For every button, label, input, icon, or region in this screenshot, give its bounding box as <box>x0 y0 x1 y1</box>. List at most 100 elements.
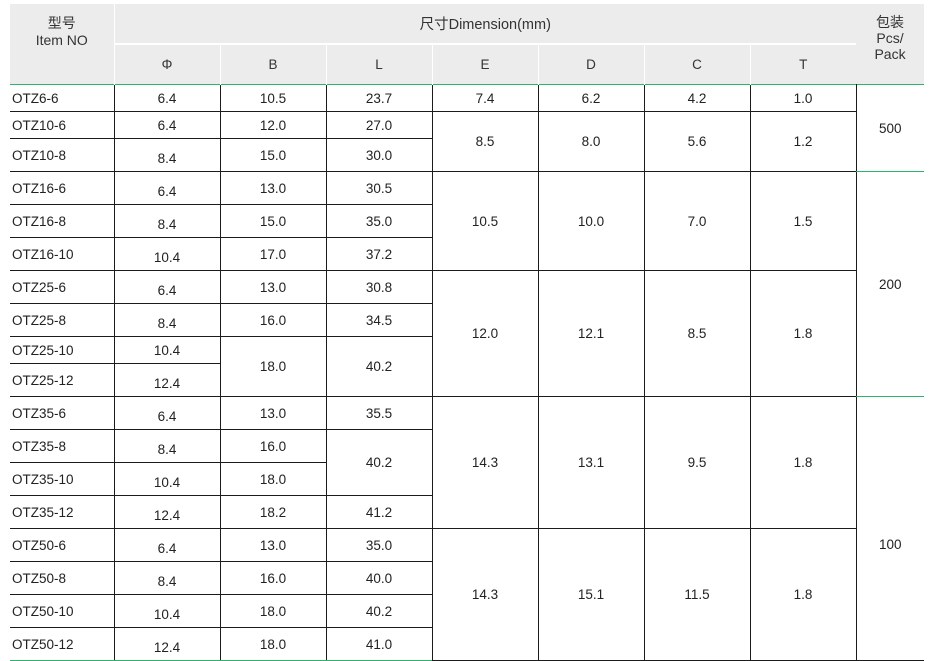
t-cell: 1.0 <box>750 84 857 112</box>
item-no-cell: OTZ25-6 <box>10 270 115 304</box>
item-no-cell: OTZ50-8 <box>10 561 115 595</box>
d-cell: 12.1 <box>538 270 645 397</box>
item-no-cell: OTZ50-10 <box>10 594 115 628</box>
pack-cell-100: 100 <box>856 429 925 661</box>
phi-cell: 6.4 <box>114 171 221 205</box>
e-cell: 14.3 <box>432 528 539 661</box>
table-row: OTZ35-10 10.4 18.0 <box>10 462 924 496</box>
l-cell: 30.0 <box>326 138 433 172</box>
l-cell: 34.5 <box>326 303 433 337</box>
item-no-header-cn: 型号 <box>47 15 76 31</box>
pack-header-en-2: Pack <box>874 46 906 62</box>
table-row: OTZ25-8 8.4 16.0 34.5 <box>10 303 924 337</box>
b-cell: 16.0 <box>220 561 327 595</box>
c-cell: 9.5 <box>644 396 751 529</box>
item-no-header-en: Item NO <box>35 32 88 48</box>
b-cell: 18.0 <box>220 627 327 661</box>
b-cell: 18.2 <box>220 495 327 529</box>
item-no-cell: OTZ35-8 <box>10 429 115 463</box>
t-cell: 1.8 <box>750 396 857 529</box>
l-cell: 41.2 <box>326 495 433 529</box>
c-cell: 11.5 <box>644 528 751 661</box>
e-cell: 10.5 <box>432 171 539 271</box>
item-no-cell: OTZ10-6 <box>10 111 115 139</box>
l-cell: 35.5 <box>326 396 433 430</box>
item-no-header: 型号 Item NO <box>10 4 115 85</box>
l-cell: 30.8 <box>326 270 433 304</box>
d-cell: 10.0 <box>538 171 645 271</box>
phi-cell: 10.4 <box>114 336 221 364</box>
b-cell: 18.0 <box>220 594 327 628</box>
phi-cell: 8.4 <box>114 138 221 172</box>
pack-cell-500: 500 <box>856 84 925 172</box>
b-cell: 15.0 <box>220 204 327 238</box>
phi-cell: 10.4 <box>114 462 221 496</box>
phi-cell: 6.4 <box>114 528 221 562</box>
col-header-d: D <box>538 44 645 85</box>
item-no-cell: OTZ35-10 <box>10 462 115 496</box>
l-cell: 40.2 <box>326 336 433 397</box>
l-cell: 27.0 <box>326 111 433 139</box>
l-cell: 40.2 <box>326 594 433 628</box>
b-cell: 15.0 <box>220 138 327 172</box>
b-cell: 13.0 <box>220 396 327 430</box>
e-cell: 12.0 <box>432 270 539 397</box>
b-cell: 13.0 <box>220 171 327 205</box>
phi-cell: 6.4 <box>114 270 221 304</box>
item-no-cell: OTZ25-10 <box>10 336 115 364</box>
l-cell: 35.0 <box>326 528 433 562</box>
c-cell: 4.2 <box>644 84 751 112</box>
t-cell: 1.5 <box>750 171 857 271</box>
c-cell: 8.5 <box>644 270 751 397</box>
l-cell: 23.7 <box>326 84 433 112</box>
l-cell: 41.0 <box>326 627 433 661</box>
col-header-t: T <box>750 44 857 85</box>
item-no-cell: OTZ10-8 <box>10 138 115 172</box>
b-cell: 12.0 <box>220 111 327 139</box>
b-cell: 18.0 <box>220 462 327 496</box>
otz-terminal-spec-table: 型号 Item NO 尺寸Dimension(mm) 包装 Pcs/ Pack … <box>10 4 925 661</box>
phi-cell: 12.4 <box>114 363 221 397</box>
b-cell: 17.0 <box>220 237 327 271</box>
table-row: OTZ16-6 6.4 13.0 30.5 10.5 10.0 7.0 1.5 … <box>10 171 925 397</box>
col-header-l: L <box>326 44 433 85</box>
b-cell: 16.0 <box>220 429 327 463</box>
l-cell: 37.2 <box>326 237 433 271</box>
item-no-cell: OTZ25-12 <box>10 363 115 397</box>
phi-cell: 6.4 <box>114 396 221 430</box>
dimension-header: 尺寸Dimension(mm) <box>114 4 857 45</box>
e-cell: 7.4 <box>432 84 539 112</box>
phi-cell: 8.4 <box>114 303 221 337</box>
b-cell: 18.0 <box>220 336 327 397</box>
t-cell: 1.8 <box>750 528 857 661</box>
item-no-cell: OTZ50-12 <box>10 627 115 661</box>
item-no-cell: OTZ16-8 <box>10 204 115 238</box>
d-cell: 6.2 <box>538 84 645 112</box>
table-row: OTZ35-6 6.4 13.0 35.5 14.3 13.1 9.5 1.8 <box>10 396 924 529</box>
phi-cell: 8.4 <box>114 429 221 463</box>
item-no-cell: OTZ35-12 <box>10 495 115 529</box>
phi-cell: 6.4 <box>114 111 221 139</box>
phi-cell: 10.4 <box>114 237 221 271</box>
table-row: OTZ25-12 12.4 <box>10 363 924 397</box>
item-no-cell: OTZ16-10 <box>10 237 115 271</box>
item-no-cell: OTZ16-6 <box>10 171 115 205</box>
l-cell: 40.2 <box>326 429 433 496</box>
pack-header-cn: 包装 <box>876 14 905 30</box>
table-row: OTZ16-10 10.4 17.0 37.2 <box>10 237 924 271</box>
d-cell: 13.1 <box>538 396 645 529</box>
item-no-cell: OTZ25-8 <box>10 303 115 337</box>
table-row: OTZ25-10 10.4 18.0 40.2 <box>10 336 924 397</box>
phi-cell: 8.4 <box>114 561 221 595</box>
d-cell: 15.1 <box>538 528 645 661</box>
c-cell: 5.6 <box>644 111 751 172</box>
spec-table-container: 型号 Item NO 尺寸Dimension(mm) 包装 Pcs/ Pack … <box>10 4 925 661</box>
e-cell: 14.3 <box>432 396 539 529</box>
phi-cell: 6.4 <box>114 84 221 112</box>
pack-cell-200: 200 <box>856 171 925 397</box>
table-row: OTZ6-6 6.4 10.5 23.7 7.4 6.2 4.2 1.0 500 <box>10 84 925 172</box>
item-no-cell: OTZ6-6 <box>10 84 115 112</box>
d-cell: 8.0 <box>538 111 645 172</box>
phi-cell: 12.4 <box>114 627 221 661</box>
phi-cell: 8.4 <box>114 204 221 238</box>
